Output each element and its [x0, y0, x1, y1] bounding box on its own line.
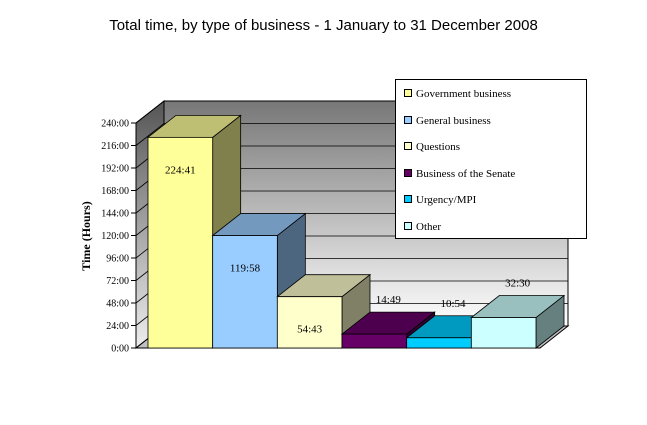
legend-label: Other	[416, 220, 442, 233]
y-tick-label: 72:00	[106, 276, 129, 287]
legend-item: Other	[404, 219, 441, 235]
legend-label: Questions	[416, 141, 460, 153]
bar	[147, 136, 214, 349]
data-label: 54:43	[297, 324, 323, 336]
bar	[212, 235, 278, 349]
legend-swatch	[404, 142, 412, 151]
data-label: 119:58	[230, 263, 261, 275]
y-tick-label: 168:00	[101, 186, 129, 197]
y-tick-label: 144:00	[101, 209, 129, 220]
legend-label: Business of the Senate	[416, 167, 516, 180]
y-tick-label: 120:00	[101, 231, 129, 242]
bar	[341, 333, 408, 349]
y-tick-label: 24:00	[106, 321, 129, 332]
data-label: 32:30	[505, 278, 531, 290]
y-axis-ticks: 0:00 24:00 48:00 72:00 96:00 120:00 144:00 168:…	[101, 119, 137, 355]
y-tick-label: 192:00	[101, 164, 129, 175]
legend-swatch	[404, 115, 412, 124]
y-tick-label: 240:00	[101, 119, 129, 130]
bar	[470, 317, 537, 349]
bar	[406, 337, 472, 349]
chart-title: Total time, by type of business - 1 Janu…	[109, 17, 538, 34]
legend-label: Government business	[416, 88, 512, 100]
legend-item: Urgency/MPI	[404, 192, 476, 208]
legend-swatch	[404, 195, 412, 204]
bars	[146, 114, 566, 349]
y-tick-label: 0:00	[111, 344, 129, 355]
legend: Government business General business Quest…	[395, 79, 587, 239]
y-tick-label: 96:00	[106, 254, 129, 265]
data-label: 10:54	[440, 298, 466, 310]
legend-item: General business	[404, 113, 491, 129]
data-label: 224:41	[165, 164, 196, 176]
data-labels: 224:41 119:58 54:43 14:49 10:54 32:30	[165, 164, 531, 335]
legend-label: General business	[416, 114, 491, 127]
y-tick-label: 216:00	[101, 141, 129, 152]
legend-swatch	[404, 89, 412, 98]
legend-label: Urgency/MPI	[416, 194, 477, 206]
legend-swatch	[404, 221, 412, 230]
legend-swatch	[404, 168, 412, 177]
bar	[276, 296, 343, 349]
legend-item: Business of the Senate	[404, 166, 515, 182]
y-tick-label: 48:00	[106, 299, 129, 310]
y-axis-title: Time (Hours)	[79, 201, 93, 270]
data-label: 14:49	[376, 294, 402, 306]
legend-item: Questions	[404, 139, 460, 155]
legend-item: Government business	[404, 86, 511, 102]
